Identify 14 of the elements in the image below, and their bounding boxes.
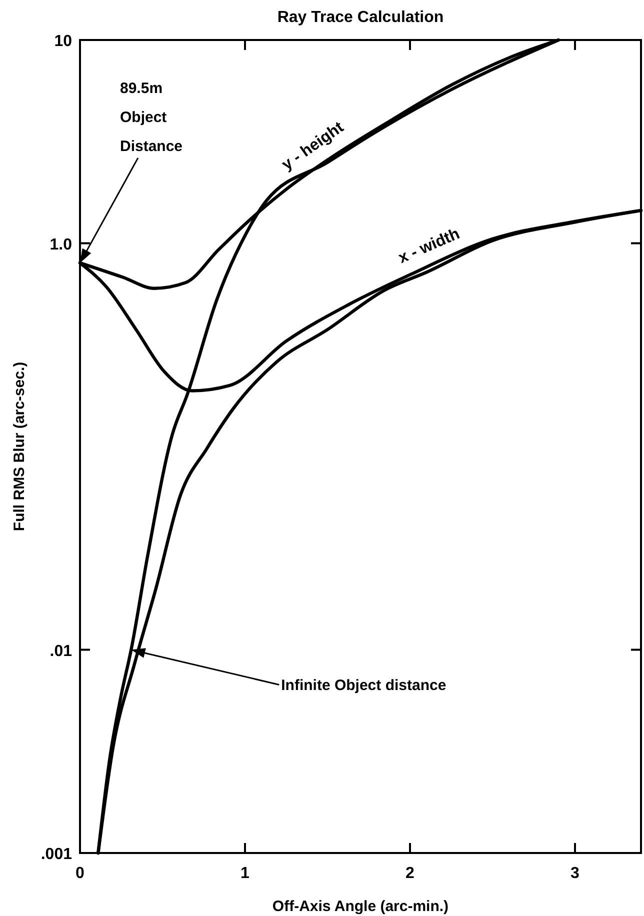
annotation: 89.5m Object Distance — [120, 80, 183, 155]
x-axis-title: Off-Axis Angle (arc-min.) — [272, 898, 449, 915]
y-tick-label: .001 — [40, 846, 72, 863]
x-tick-label: 1 — [240, 865, 250, 882]
y-tick-label: 1.0 — [50, 236, 72, 254]
x-tick-label: 2 — [406, 865, 415, 882]
chart-title: Ray Trace Calculation — [277, 9, 444, 26]
annotation: Infinite Object distance — [281, 676, 446, 694]
x-tick-label: 3 — [570, 865, 580, 882]
y-axis-title: Full RMS Blur (arc-sec.) — [11, 362, 28, 532]
x-tick-label: 0 — [76, 865, 85, 882]
y-tick-label: .01 — [50, 642, 72, 660]
text: x - width — [396, 226, 462, 267]
y-tick-label: 10 — [54, 33, 72, 50]
